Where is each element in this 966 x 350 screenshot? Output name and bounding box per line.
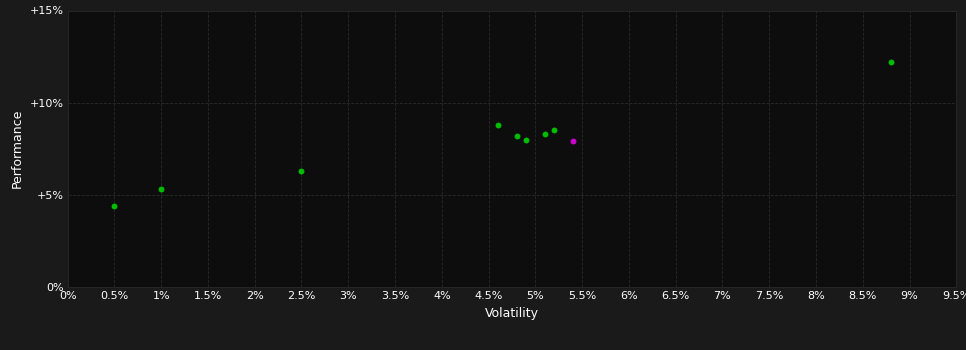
- Point: [519, 137, 534, 142]
- Point: [883, 59, 898, 65]
- Point: [509, 133, 525, 139]
- Point: [106, 203, 122, 209]
- Point: [490, 122, 505, 128]
- Y-axis label: Performance: Performance: [11, 109, 24, 188]
- Point: [294, 168, 309, 174]
- X-axis label: Volatility: Volatility: [485, 307, 539, 320]
- Point: [547, 127, 562, 133]
- Point: [154, 187, 169, 192]
- Point: [537, 131, 553, 137]
- Point: [565, 139, 581, 144]
